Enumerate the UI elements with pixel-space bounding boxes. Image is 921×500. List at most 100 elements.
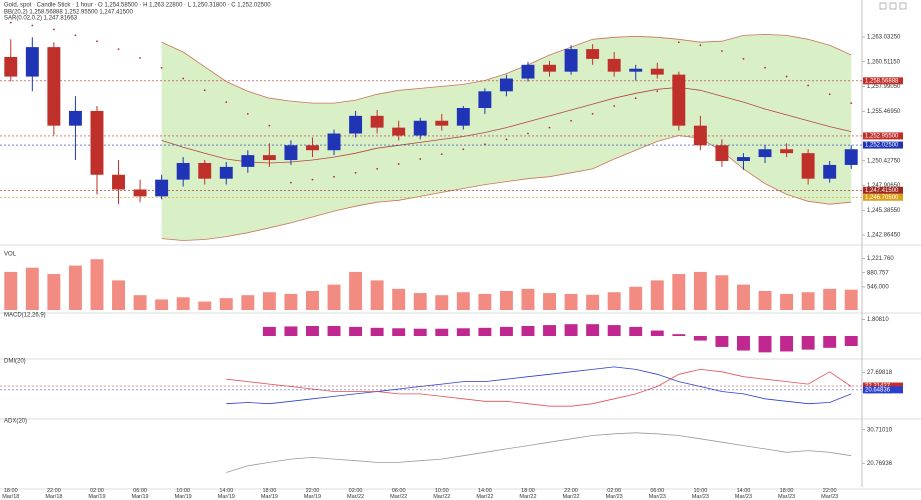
y-tick-label: 1,245.38550 bbox=[867, 208, 901, 214]
bar bbox=[823, 336, 837, 348]
candle-body bbox=[607, 58, 621, 72]
y-tick-label: 1,242.86450 bbox=[867, 233, 901, 239]
bar bbox=[435, 328, 449, 336]
bar bbox=[349, 271, 363, 310]
panel-title: MACD(12,26,9) bbox=[4, 313, 46, 319]
bar bbox=[672, 334, 686, 336]
window-button[interactable] bbox=[889, 2, 897, 10]
bar bbox=[284, 326, 298, 336]
bar bbox=[650, 330, 664, 336]
x-tick-label: 14:00 Mar/19 bbox=[217, 488, 235, 500]
bar bbox=[133, 295, 147, 310]
bar bbox=[629, 286, 643, 310]
bar bbox=[306, 290, 319, 310]
x-tick-label: 22:00 Mar/18 bbox=[45, 488, 63, 500]
candle-body bbox=[586, 49, 600, 59]
bar bbox=[327, 284, 341, 310]
y-tick-label: 546.000 bbox=[867, 284, 889, 290]
sar-dot bbox=[505, 138, 508, 141]
x-tick-label: 18:00 Mar/22 bbox=[519, 488, 537, 500]
y-tick-label: 880.757 bbox=[867, 270, 889, 276]
candle-body bbox=[758, 149, 772, 158]
bar bbox=[823, 288, 837, 310]
sar-dot bbox=[139, 57, 141, 59]
sar-dot bbox=[548, 126, 551, 129]
sar-dot bbox=[74, 34, 77, 37]
sar-dot bbox=[656, 90, 659, 93]
sar-dot bbox=[203, 89, 206, 92]
bar bbox=[112, 280, 125, 310]
bar bbox=[801, 292, 815, 310]
candle-body bbox=[241, 155, 255, 167]
window-button[interactable] bbox=[899, 2, 907, 10]
price-tag bbox=[863, 77, 903, 85]
bar bbox=[262, 326, 276, 336]
sar-dot bbox=[462, 148, 465, 151]
sar-dot bbox=[419, 158, 422, 160]
window-button[interactable] bbox=[879, 2, 887, 10]
sar-dot bbox=[591, 112, 594, 115]
bar bbox=[499, 326, 513, 336]
bar bbox=[284, 293, 298, 310]
bar bbox=[198, 301, 212, 310]
sar-dot bbox=[742, 58, 745, 60]
bar bbox=[844, 336, 858, 346]
y-tick-label: 1,255.46950 bbox=[867, 109, 901, 115]
y-tick-label: 20.76936 bbox=[867, 461, 893, 467]
sar-dot bbox=[376, 167, 379, 170]
bar bbox=[413, 293, 427, 310]
price-tag bbox=[863, 186, 903, 194]
sar-dot bbox=[828, 93, 831, 96]
bar bbox=[564, 293, 578, 310]
y-tick-label: 1,221.760 bbox=[867, 256, 894, 262]
candle-body bbox=[327, 133, 341, 151]
candle-body bbox=[25, 47, 39, 77]
bar bbox=[758, 290, 772, 310]
bar bbox=[241, 295, 255, 310]
bar bbox=[499, 290, 513, 310]
sar-dot bbox=[52, 28, 55, 31]
y-tick-label: 30.71010 bbox=[867, 427, 893, 433]
sar-dot bbox=[268, 124, 271, 127]
bar bbox=[176, 297, 190, 310]
bar bbox=[456, 328, 470, 336]
candle-body bbox=[672, 74, 686, 126]
bar bbox=[47, 274, 61, 310]
bar bbox=[219, 298, 233, 310]
bar bbox=[90, 259, 104, 310]
sar-dot bbox=[354, 171, 357, 174]
candle-body bbox=[155, 179, 169, 197]
candle-body bbox=[543, 64, 556, 72]
bar bbox=[478, 327, 492, 336]
sar-dot bbox=[850, 102, 853, 104]
candle-body bbox=[823, 164, 837, 179]
x-tick-label: 02:00 Mar/22 bbox=[347, 488, 365, 500]
y-tick-label: 1,263.03250 bbox=[867, 35, 901, 41]
bar bbox=[25, 267, 39, 310]
x-tick-label: 14:00 Mar/23 bbox=[734, 488, 753, 500]
bar bbox=[392, 288, 406, 310]
y-tick-label: 1,260.51150 bbox=[867, 59, 901, 65]
x-tick-label: 02:00 Mar/19 bbox=[88, 488, 106, 500]
bar bbox=[758, 336, 772, 353]
price-tag-label: 1,252.95500 bbox=[865, 134, 899, 140]
candle-body bbox=[370, 115, 384, 128]
candle-body bbox=[693, 125, 707, 146]
candle-body bbox=[564, 49, 578, 72]
x-tick-label: 10:00 Mar/23 bbox=[691, 488, 709, 500]
bar bbox=[370, 280, 384, 310]
sar-dot bbox=[246, 112, 249, 115]
price-tag bbox=[863, 386, 903, 394]
bar bbox=[392, 328, 406, 336]
bar bbox=[844, 289, 858, 310]
y-tick-label: 1.80810 bbox=[867, 317, 889, 323]
sar-dot bbox=[290, 181, 292, 184]
bar bbox=[564, 324, 578, 336]
candle-body bbox=[133, 189, 147, 197]
legend-entry: BB(20,2) 1,258.56888 1,252.95500 1,247.4… bbox=[4, 10, 133, 16]
sar-dot bbox=[613, 105, 616, 107]
sar-dot bbox=[440, 153, 443, 156]
candle-body bbox=[68, 110, 82, 126]
